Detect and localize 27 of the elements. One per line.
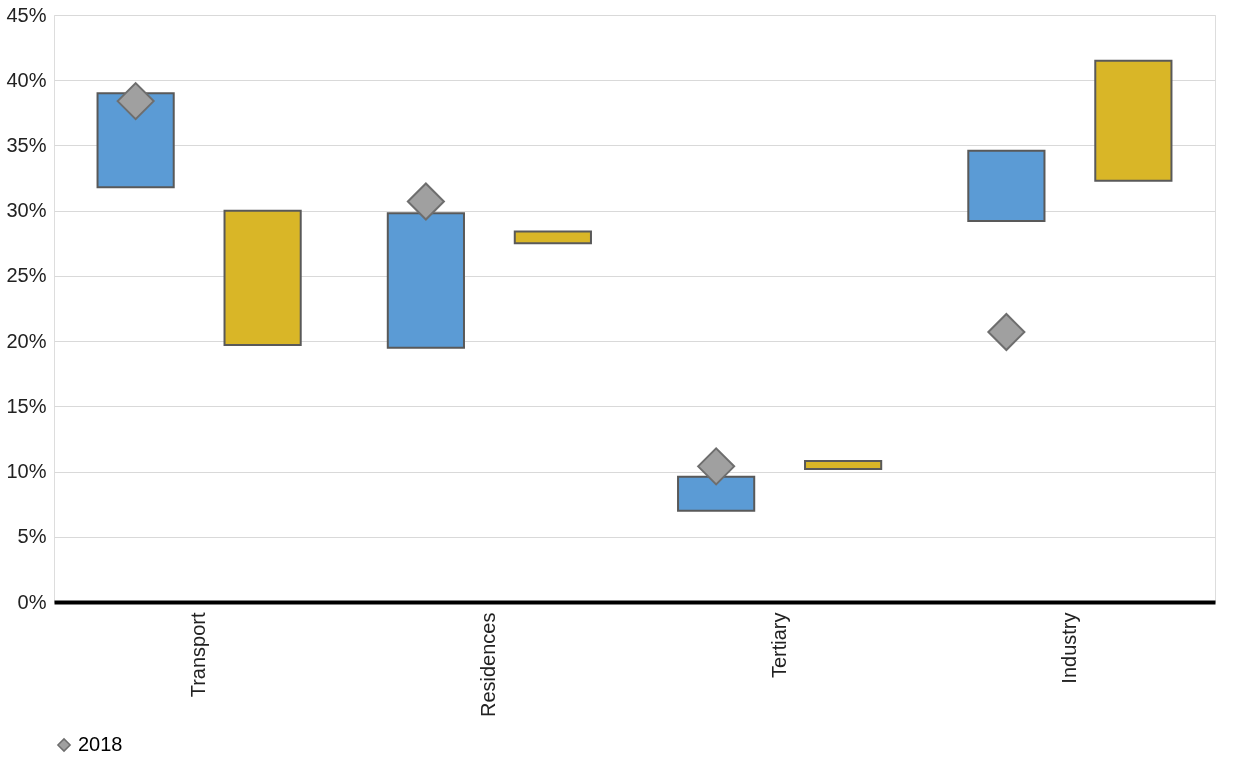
y-tick-label: 15% (6, 394, 47, 417)
bar (804, 460, 883, 470)
y-tick-label: 5% (17, 525, 47, 548)
bar (386, 212, 465, 349)
y-tick-label: 0% (17, 590, 47, 613)
y-tick-label: 45% (6, 3, 47, 26)
y-tick-label: 25% (6, 264, 47, 287)
y-tick-label: 10% (6, 460, 47, 483)
point (987, 312, 1026, 352)
y-tick-label: 40% (6, 68, 47, 91)
bar (1094, 59, 1173, 182)
legend-label: 2018 (78, 733, 123, 755)
bar (223, 209, 302, 347)
point (116, 82, 155, 121)
bar (967, 149, 1046, 223)
x-tick-label: Residences (477, 612, 500, 718)
x-tick-label: Transport (187, 612, 210, 698)
y-tick-label: 30% (6, 199, 47, 222)
x-tick-label: Tertiary (767, 612, 790, 679)
y-tick-label: 20% (6, 329, 47, 352)
point (406, 182, 445, 221)
x-tick-label: Industry (1057, 612, 1080, 684)
bar (96, 92, 175, 189)
bar (677, 475, 756, 512)
bar (513, 230, 592, 245)
y-tick-label: 35% (6, 133, 47, 156)
point (697, 447, 736, 486)
